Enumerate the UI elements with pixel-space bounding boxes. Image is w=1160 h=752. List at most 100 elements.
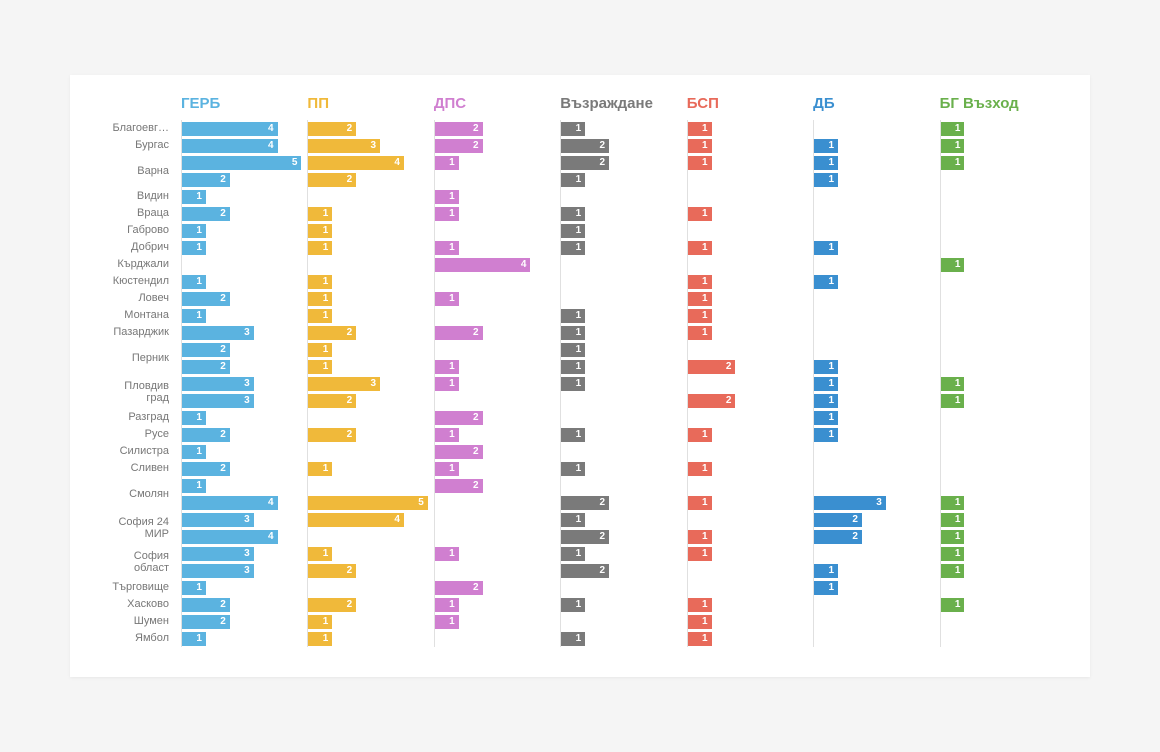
row-label-column: Благоевг…БургасВарнаВидинВрацаГабровоДоб… [100, 120, 175, 647]
bar: 1 [561, 122, 585, 136]
bar-cell: 1 [941, 137, 1060, 154]
bar-cell [941, 307, 1060, 324]
bar: 1 [814, 411, 838, 425]
bar: 2 [182, 598, 230, 612]
bar-cell: 1 [308, 613, 427, 630]
bar: 1 [941, 139, 965, 153]
bar: 1 [688, 428, 712, 442]
bar: 1 [941, 122, 965, 136]
bar: 4 [182, 496, 278, 510]
bar-cell: 1 [688, 460, 807, 477]
bar-cell: 1 [688, 630, 807, 647]
bar-cell: 1 [561, 120, 680, 137]
party-header-bsp: БСП [687, 95, 807, 120]
bar-cell: 1 [435, 358, 554, 375]
bar-cell: 1 [688, 324, 807, 341]
bar: 2 [435, 411, 483, 425]
bar: 1 [561, 309, 585, 323]
bar: 1 [561, 428, 585, 442]
bar: 1 [561, 173, 585, 187]
bar-cell [435, 341, 554, 358]
bar-cell: 2 [435, 579, 554, 596]
bar-cell: 2 [688, 358, 807, 375]
bar: 2 [308, 428, 356, 442]
party-header-pp: ПП [307, 95, 427, 120]
party-column-vaz: 122111111111112121211 [560, 120, 680, 647]
bar-cell: 1 [182, 579, 301, 596]
bar-cell: 3 [308, 137, 427, 154]
bar-cell: 1 [561, 205, 680, 222]
bar-cell: 3 [308, 375, 427, 392]
bar-cell [561, 290, 680, 307]
bar-cell [941, 409, 1060, 426]
bar: 2 [182, 173, 230, 187]
row-label: Монтана [100, 307, 175, 324]
bar-cell: 2 [435, 137, 554, 154]
bar: 1 [688, 156, 712, 170]
bar: 1 [435, 292, 459, 306]
bar-cell: 1 [941, 494, 1060, 511]
bar-cell [941, 324, 1060, 341]
bar-cell [814, 341, 933, 358]
bar: 1 [435, 360, 459, 374]
bar: 2 [308, 564, 356, 578]
bar-cell: 1 [182, 222, 301, 239]
bar: 2 [561, 156, 609, 170]
bar: 1 [814, 173, 838, 187]
bar-cell [814, 477, 933, 494]
bar: 3 [182, 377, 254, 391]
bar-cell [941, 460, 1060, 477]
row-label: София област [100, 545, 175, 579]
bar: 2 [435, 445, 483, 459]
bar-cell: 1 [688, 205, 807, 222]
bar: 2 [308, 122, 356, 136]
bar-cell [688, 409, 807, 426]
bar-cell: 2 [182, 596, 301, 613]
bar-cell: 1 [688, 613, 807, 630]
bar: 2 [182, 343, 230, 357]
party-column-bgv: 111111111111 [940, 120, 1060, 647]
bar-cell [941, 239, 1060, 256]
bar: 2 [561, 530, 609, 544]
party-header-gerb: ГЕРБ [181, 95, 301, 120]
bar-cell [814, 205, 933, 222]
bar: 1 [182, 479, 206, 493]
bar-cell: 1 [814, 273, 933, 290]
bar: 1 [941, 377, 965, 391]
bar: 2 [814, 530, 862, 544]
bar: 1 [308, 292, 332, 306]
bar: 1 [688, 462, 712, 476]
bar-cell: 1 [688, 120, 807, 137]
bar-cell: 1 [308, 307, 427, 324]
bar: 1 [435, 462, 459, 476]
bar: 3 [182, 513, 254, 527]
bar-cell: 2 [435, 324, 554, 341]
bar-cell [435, 511, 554, 528]
bar-cell [561, 273, 680, 290]
row-label: Ловеч [100, 290, 175, 307]
bar: 2 [182, 428, 230, 442]
bar: 1 [688, 122, 712, 136]
bar: 1 [308, 309, 332, 323]
bar: 2 [182, 207, 230, 221]
bar: 4 [182, 122, 278, 136]
bar-cell: 2 [561, 137, 680, 154]
bar-cell [688, 222, 807, 239]
bar-cell: 2 [308, 324, 427, 341]
bar: 1 [561, 326, 585, 340]
row-label: Смолян [100, 477, 175, 511]
bar-cell [308, 409, 427, 426]
bar-cell: 1 [435, 154, 554, 171]
row-label: Враца [100, 205, 175, 222]
bar: 1 [561, 513, 585, 527]
bar: 1 [688, 326, 712, 340]
bar-cell [941, 171, 1060, 188]
bar-cell: 5 [308, 494, 427, 511]
bar-cell: 1 [561, 630, 680, 647]
bar-cell [688, 562, 807, 579]
bar: 2 [561, 139, 609, 153]
bar-cell [941, 613, 1060, 630]
bar-cell: 2 [182, 205, 301, 222]
row-label: Търговище [100, 579, 175, 596]
bar-cell: 2 [435, 409, 554, 426]
